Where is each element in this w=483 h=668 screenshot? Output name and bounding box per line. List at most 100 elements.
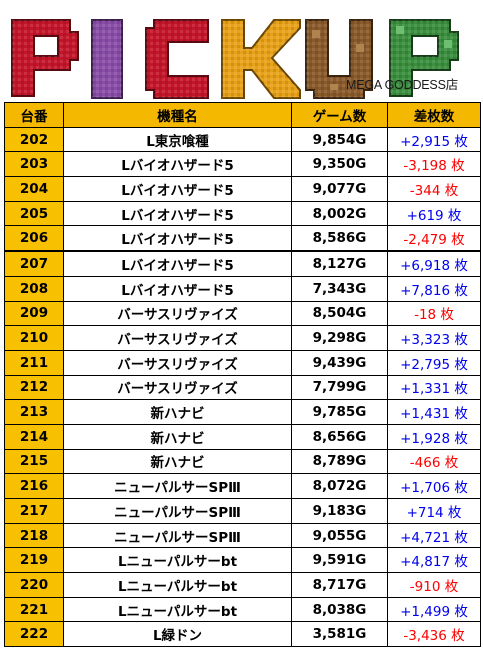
machine-number-cell: 217 xyxy=(4,498,64,524)
games-cell: 8,002G xyxy=(291,200,388,227)
machine-number-cell: 202 xyxy=(4,126,64,153)
machine-number-cell: 204 xyxy=(4,176,64,202)
games-cell: 8,038G xyxy=(291,596,388,623)
model-cell: ニューパルサーSPⅢ xyxy=(63,473,292,499)
table-row: 219 Lニューパルサーbt 9,591G +4,817 枚 xyxy=(4,547,481,574)
difference-cell: +7,816 枚 xyxy=(387,275,481,302)
games-cell: 9,298G xyxy=(291,325,388,351)
games-cell: 8,789G xyxy=(291,448,388,475)
machine-number-cell: 214 xyxy=(4,423,64,450)
table-body: 202 L東京喰種 9,854G +2,915 枚 203 Lバイオハザード5 9,350G… xyxy=(4,126,481,648)
pickup-table: 台番 機種名 ゲーム数 差枚数 202 L東京喰種 9,854G +2,915 枚 20… xyxy=(4,102,481,648)
games-cell: 9,077G xyxy=(291,176,388,202)
difference-cell: -910 枚 xyxy=(387,572,481,598)
model-cell: Lニューパルサーbt xyxy=(63,547,292,574)
letter-i xyxy=(91,19,123,99)
games-cell: 9,785G xyxy=(291,399,388,425)
letter-c xyxy=(145,19,209,99)
table-row: 205 Lバイオハザード5 8,002G +619 枚 xyxy=(4,200,481,227)
difference-cell: +1,331 枚 xyxy=(387,374,481,401)
games-cell: 8,127G xyxy=(291,250,388,277)
model-cell: Lニューパルサーbt xyxy=(63,572,292,598)
store-name: MEGA GODDESS店 xyxy=(346,78,459,92)
pickup-banner: MEGA GODDESS店 xyxy=(0,0,483,102)
games-cell: 7,343G xyxy=(291,275,388,302)
difference-cell: -344 枚 xyxy=(387,176,481,202)
games-cell: 9,183G xyxy=(291,498,388,524)
games-cell: 8,717G xyxy=(291,572,388,598)
games-cell: 9,854G xyxy=(291,126,388,153)
games-cell: 9,350G xyxy=(291,151,388,178)
table-row: 216 ニューパルサーSPⅢ 8,072G +1,706 枚 xyxy=(4,473,481,499)
model-cell: Lバイオハザード5 xyxy=(63,176,292,202)
model-cell: バーサスリヴァイズ xyxy=(63,374,292,401)
games-cell: 8,656G xyxy=(291,423,388,450)
model-cell: Lバイオハザード5 xyxy=(63,225,292,252)
model-cell: ニューパルサーSPⅢ xyxy=(63,498,292,524)
machine-number-cell: 205 xyxy=(4,200,64,227)
games-cell: 8,072G xyxy=(291,473,388,499)
table-row: 207 Lバイオハザード5 8,127G +6,918 枚 xyxy=(4,250,481,277)
letter-p xyxy=(11,19,79,97)
difference-cell: +1,499 枚 xyxy=(387,596,481,623)
model-cell: Lバイオハザード5 xyxy=(63,275,292,302)
letter-u xyxy=(305,19,373,99)
difference-cell: +714 枚 xyxy=(387,498,481,524)
table-row: 213 新ハナビ 9,785G +1,431 枚 xyxy=(4,399,481,425)
model-cell: バーサスリヴァイズ xyxy=(63,300,292,327)
table-row: 208 Lバイオハザード5 7,343G +7,816 枚 xyxy=(4,275,481,302)
difference-cell: +4,817 枚 xyxy=(387,547,481,574)
machine-number-cell: 212 xyxy=(4,374,64,401)
games-cell: 9,055G xyxy=(291,522,388,549)
table-row: 210 バーサスリヴァイズ 9,298G +3,323 枚 xyxy=(4,325,481,351)
difference-cell: -3,436 枚 xyxy=(387,621,481,648)
model-cell: Lバイオハザード5 xyxy=(63,151,292,178)
table-row: 212 バーサスリヴァイズ 7,799G +1,331 枚 xyxy=(4,374,481,401)
model-cell: Lバイオハザード5 xyxy=(63,250,292,277)
table-row: 214 新ハナビ 8,656G +1,928 枚 xyxy=(4,423,481,450)
table-row: 204 Lバイオハザード5 9,077G -344 枚 xyxy=(4,176,481,202)
games-cell: 7,799G xyxy=(291,374,388,401)
difference-cell: -466 枚 xyxy=(387,448,481,475)
difference-cell: +1,928 枚 xyxy=(387,423,481,450)
machine-number-cell: 207 xyxy=(4,250,64,277)
games-cell: 9,591G xyxy=(291,547,388,574)
model-cell: 新ハナビ xyxy=(63,423,292,450)
model-cell: L東京喰種 xyxy=(63,126,292,153)
header-games: ゲーム数 xyxy=(291,102,388,128)
table-row: 209 バーサスリヴァイズ 8,504G -18 枚 xyxy=(4,300,481,327)
difference-cell: -18 枚 xyxy=(387,300,481,327)
machine-number-cell: 211 xyxy=(4,349,64,376)
letter-p-green xyxy=(389,19,459,97)
machine-number-cell: 215 xyxy=(4,448,64,475)
difference-cell: -3,198 枚 xyxy=(387,151,481,178)
difference-cell: +2,795 枚 xyxy=(387,349,481,376)
table-row: 220 Lニューパルサーbt 8,717G -910 枚 xyxy=(4,572,481,598)
games-cell: 8,504G xyxy=(291,300,388,327)
difference-cell: +1,706 枚 xyxy=(387,473,481,499)
difference-cell: +6,918 枚 xyxy=(387,250,481,277)
header-model: 機種名 xyxy=(63,102,292,128)
model-cell: 新ハナビ xyxy=(63,399,292,425)
difference-cell: +1,431 枚 xyxy=(387,399,481,425)
games-cell: 3,581G xyxy=(291,621,388,648)
table-row: 217 ニューパルサーSPⅢ 9,183G +714 枚 xyxy=(4,498,481,524)
difference-cell: +2,915 枚 xyxy=(387,126,481,153)
table-row: 222 L緑ドン 3,581G -3,436 枚 xyxy=(4,621,481,648)
machine-number-cell: 210 xyxy=(4,325,64,351)
machine-number-cell: 206 xyxy=(4,225,64,252)
machine-number-cell: 203 xyxy=(4,151,64,178)
table-row: 203 Lバイオハザード5 9,350G -3,198 枚 xyxy=(4,151,481,178)
difference-cell: +3,323 枚 xyxy=(387,325,481,351)
header-machine-number: 台番 xyxy=(4,102,64,128)
machine-number-cell: 213 xyxy=(4,399,64,425)
model-cell: バーサスリヴァイズ xyxy=(63,325,292,351)
machine-number-cell: 218 xyxy=(4,522,64,549)
model-cell: 新ハナビ xyxy=(63,448,292,475)
pickup-title-art xyxy=(11,19,459,99)
table-row: 211 バーサスリヴァイズ 9,439G +2,795 枚 xyxy=(4,349,481,376)
machine-number-cell: 221 xyxy=(4,596,64,623)
machine-number-cell: 222 xyxy=(4,621,64,648)
header-difference: 差枚数 xyxy=(387,102,481,128)
machine-number-cell: 209 xyxy=(4,300,64,327)
